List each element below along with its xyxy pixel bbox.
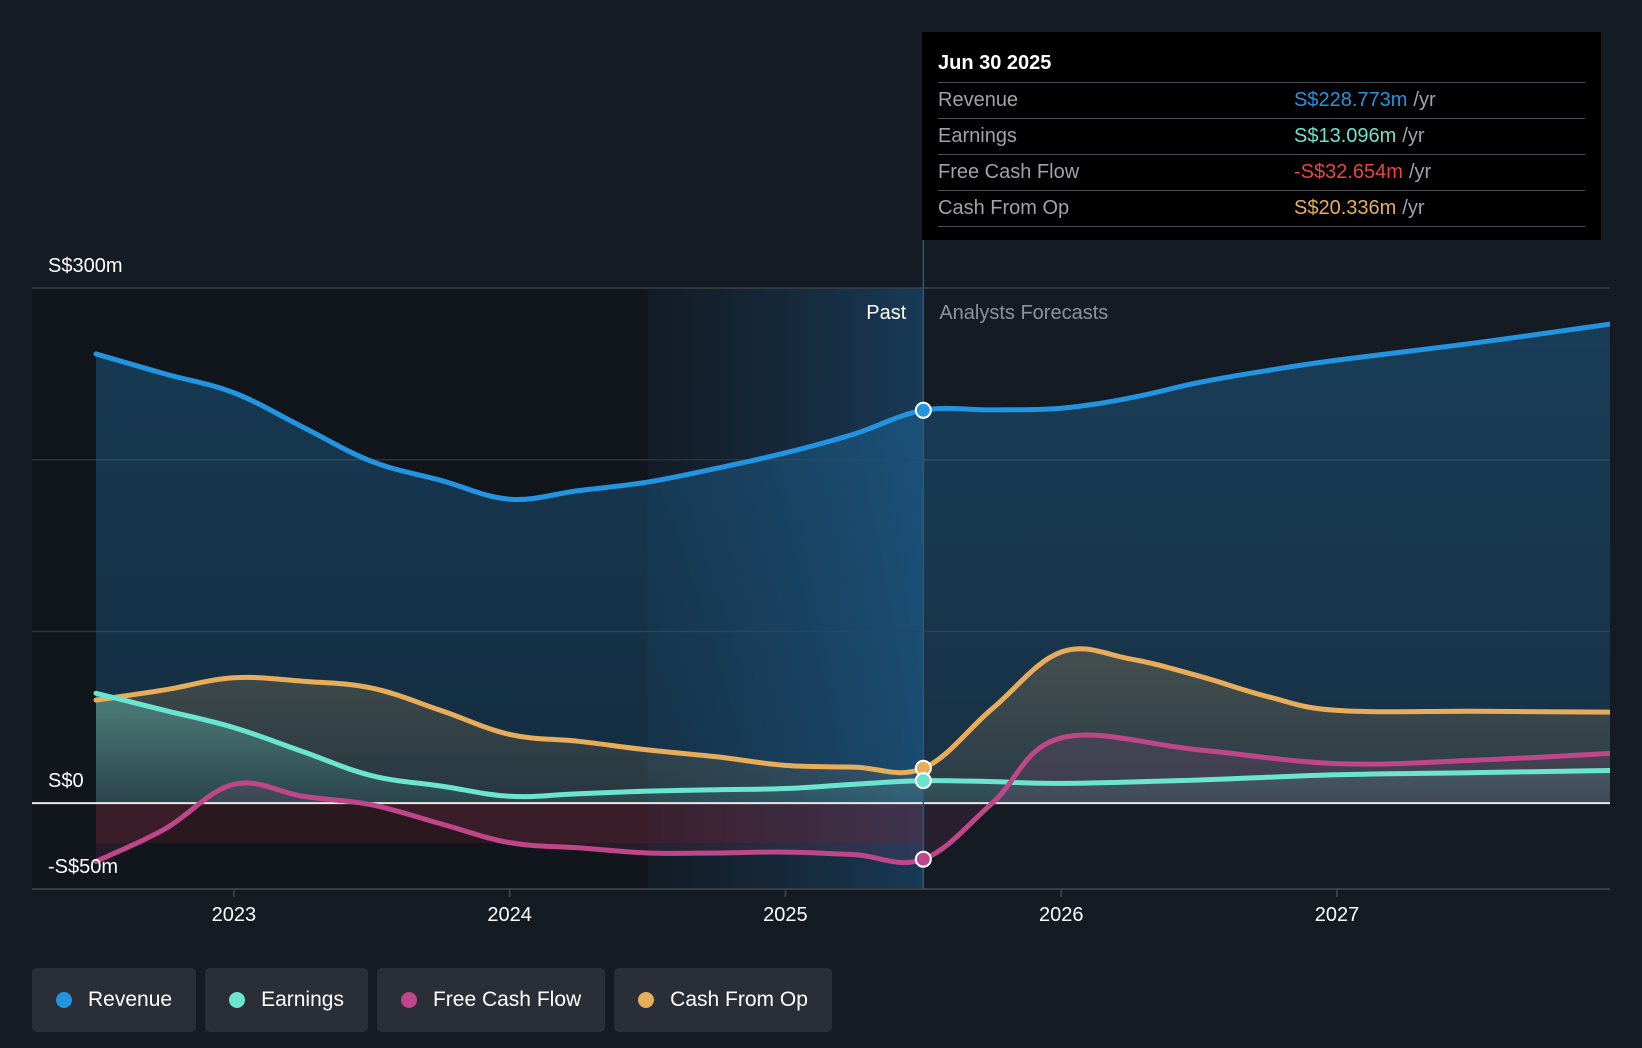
tooltip-value: S$228.773m bbox=[1294, 89, 1408, 111]
legend-label: Earnings bbox=[261, 988, 344, 1011]
tooltip-unit: /yr bbox=[1413, 89, 1436, 111]
legend-item-revenue[interactable]: Revenue bbox=[32, 968, 197, 1032]
past-label: Past bbox=[866, 302, 906, 324]
y-tick-label: S$0 bbox=[48, 770, 84, 792]
tooltip-label: Free Cash Flow bbox=[938, 161, 1080, 183]
legend-label: Revenue bbox=[88, 988, 173, 1011]
legend-dot-icon bbox=[229, 992, 246, 1008]
tooltip-unit: /yr bbox=[1408, 161, 1432, 183]
legend-label: Cash From Op bbox=[670, 988, 808, 1011]
revenue-line bbox=[93, 321, 1610, 503]
x-tick-label: 2023 bbox=[212, 904, 257, 926]
tooltip-value: -S$32.654m bbox=[1294, 161, 1403, 183]
tooltip-row-revenue: Revenue S$228.773m /yr bbox=[938, 83, 1585, 119]
legend-dot-icon bbox=[400, 992, 417, 1008]
legend-item-free-cash-flow[interactable]: Free Cash Flow bbox=[376, 968, 606, 1032]
free-cash-flow-area bbox=[96, 735, 1610, 863]
y-axis: S$300m S$0 -S$50m bbox=[48, 255, 123, 878]
x-tick-label: 2025 bbox=[763, 904, 808, 926]
tooltip-unit: /yr bbox=[1402, 125, 1425, 147]
legend-dot-icon bbox=[56, 992, 72, 1008]
tooltip-label: Earnings bbox=[938, 125, 1017, 147]
tooltip-value: S$20.336m bbox=[1294, 197, 1397, 219]
earnings-line bbox=[93, 690, 1610, 800]
tooltip-label: Revenue bbox=[938, 89, 1019, 111]
x-tick-label: 2027 bbox=[1315, 904, 1360, 926]
tooltip-unit: /yr bbox=[1402, 197, 1425, 219]
series-lines bbox=[93, 321, 1610, 866]
legend-dot-icon bbox=[638, 992, 655, 1008]
tooltip-value: S$13.096m bbox=[1294, 125, 1397, 147]
earnings-marker bbox=[914, 772, 932, 790]
cash-from-op-line bbox=[93, 646, 1610, 776]
free-cash-flow-marker bbox=[914, 850, 932, 868]
earnings-area bbox=[96, 693, 1610, 804]
y-tick-label: S$300m bbox=[48, 255, 123, 277]
tooltip-date: Jun 30 2025 bbox=[938, 46, 1585, 83]
legend: Revenue Earnings Free Cash Flow Cash Fro… bbox=[32, 968, 832, 1032]
tooltip-row-earnings: Earnings S$13.096m /yr bbox=[938, 119, 1585, 155]
x-tick-label: 2024 bbox=[487, 904, 532, 926]
forecast-label: Analysts Forecasts bbox=[939, 302, 1108, 324]
legend-label: Free Cash Flow bbox=[432, 988, 582, 1011]
fcf-negative-tint bbox=[96, 803, 924, 844]
series-markers bbox=[914, 401, 932, 868]
free-cash-flow-line bbox=[93, 732, 1610, 866]
tooltip-row-free-cash-flow: Free Cash Flow -S$32.654m /yr bbox=[938, 155, 1585, 191]
y-tick-label: -S$50m bbox=[48, 856, 118, 878]
x-axis: 2023 2024 2025 2026 2027 bbox=[212, 889, 1360, 926]
legend-item-cash-from-op[interactable]: Cash From Op bbox=[614, 968, 832, 1032]
tooltip-row-cash-from-op: Cash From Op S$20.336m /yr bbox=[938, 191, 1585, 227]
tooltip-label: Cash From Op bbox=[938, 197, 1070, 219]
x-tick-label: 2026 bbox=[1039, 904, 1084, 926]
tooltip: Jun 30 2025 Revenue S$228.773m /yr Earni… bbox=[922, 32, 1601, 240]
revenue-marker bbox=[914, 401, 932, 419]
legend-item-earnings[interactable]: Earnings bbox=[205, 968, 368, 1032]
